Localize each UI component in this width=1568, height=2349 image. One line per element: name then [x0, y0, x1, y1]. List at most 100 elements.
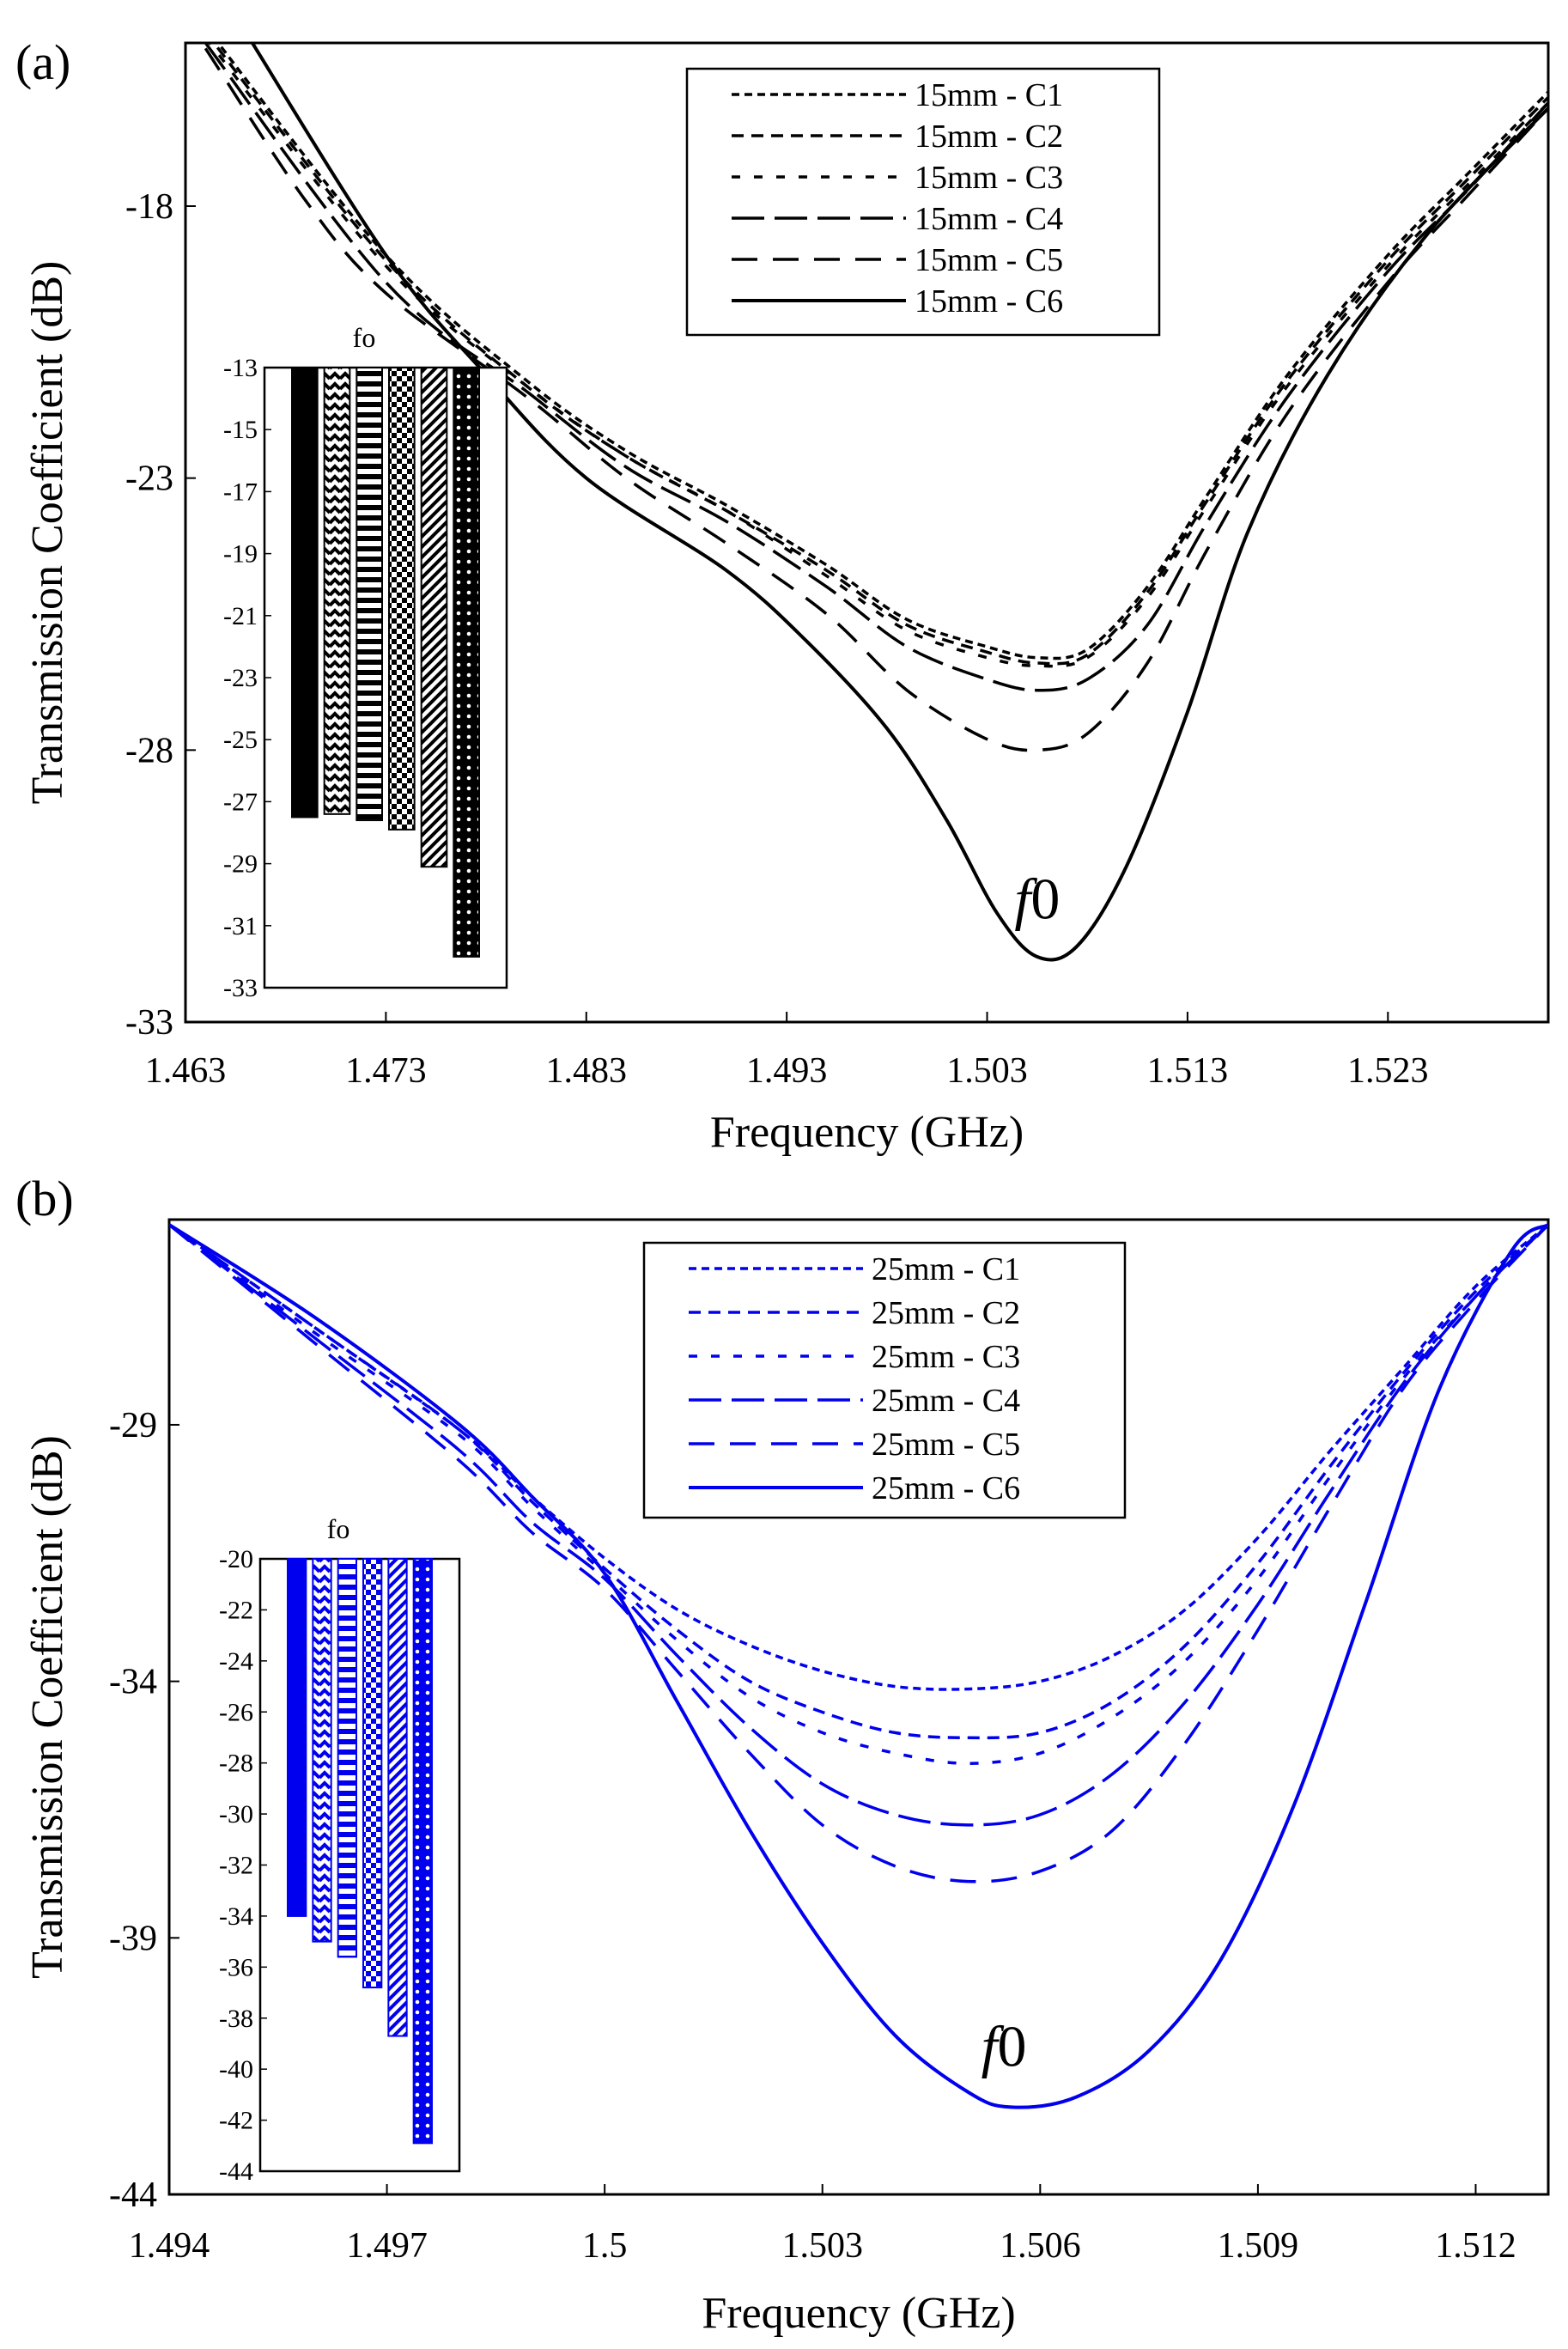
- x-tick-label: 1.512: [1435, 2226, 1516, 2266]
- x-tick-label: 1.523: [1347, 1051, 1429, 1091]
- series-line-5: [169, 1223, 1548, 1883]
- inset-bar-2: [323, 367, 351, 815]
- x-tick-label: 1.463: [145, 1051, 227, 1091]
- inset-title: fo: [327, 1513, 350, 1544]
- inset-tick-label: -27: [223, 788, 258, 816]
- legend-label-5: 25mm - C5: [872, 1427, 1020, 1463]
- y-tick-label: -34: [109, 1663, 157, 1702]
- x-tick-label: 1.494: [129, 2226, 210, 2266]
- inset-bar-4: [362, 1558, 383, 1989]
- inset-bar-1: [287, 1558, 307, 1917]
- x-tick-label: 1.483: [546, 1051, 628, 1091]
- legend-label-1: 25mm - C1: [872, 1251, 1020, 1287]
- inset-bar-5: [420, 367, 448, 868]
- inset-tick-label: -23: [223, 664, 258, 692]
- y-tick-label: -23: [125, 459, 173, 499]
- legend-label-1: 15mm - C1: [915, 77, 1063, 113]
- transmission-chart-25mm: 1.494 1.497 1.5 1.503 1.506 1.509 1.512 -29 -34 -…: [15, 1171, 1550, 2338]
- legend-label-6: 25mm - C6: [872, 1470, 1020, 1506]
- y-tick-label: -39: [109, 1919, 157, 1958]
- x-axis-title: Frequency (GHz): [702, 2289, 1015, 2338]
- x-tick-label: 1.503: [946, 1051, 1028, 1091]
- inset-tick-label: -28: [219, 1750, 253, 1778]
- inset-tick-label: -40: [219, 2055, 253, 2084]
- x-tick-label: 1.509: [1218, 2226, 1299, 2266]
- series-line-6: [169, 1223, 1548, 2109]
- series-line-3: [169, 1223, 1548, 1765]
- inset-tick-label: -24: [219, 1647, 253, 1676]
- inset-tick-label: -44: [219, 2157, 253, 2186]
- inset-tick-label: -21: [223, 602, 258, 630]
- plot-frame: [184, 41, 1550, 1024]
- inset-bar-5: [387, 1558, 408, 2037]
- series-group: [169, 1223, 1548, 2109]
- inset-tick-label: -31: [223, 912, 258, 940]
- inset-bar-2: [312, 1558, 332, 1943]
- inset-title: fo: [353, 322, 376, 353]
- series-line-3: [208, 43, 1548, 668]
- inset-tick-label: -25: [223, 726, 258, 754]
- f0-subscript: 0: [998, 2014, 1027, 2079]
- inset-bar-3: [356, 367, 384, 822]
- series-group: [204, 43, 1548, 962]
- series-line-2: [211, 43, 1548, 666]
- inset-tick-label: -34: [219, 1902, 253, 1931]
- inset-tick-label: -17: [223, 478, 258, 506]
- y-tick-label: -28: [125, 731, 173, 770]
- y-axis-title: Transmission Coefficient (dB): [23, 1435, 72, 1979]
- inset-tick-label: -29: [223, 850, 258, 879]
- legend-label-5: 15mm - C5: [915, 242, 1063, 278]
- x-tick-label: 1.506: [1000, 2226, 1081, 2266]
- series-line-1: [169, 1223, 1548, 1691]
- legend-label-2: 25mm - C2: [872, 1295, 1020, 1331]
- y-axis-title: Transmission Coefficient (dB): [23, 261, 72, 805]
- x-tick-label: 1.5: [582, 2226, 628, 2266]
- f0-subscript: 0: [1030, 867, 1060, 932]
- series-line-6: [250, 43, 1548, 962]
- series-line-2: [169, 1223, 1548, 1740]
- inset-tick-label: -38: [219, 2005, 253, 2033]
- series-line-4: [204, 43, 1548, 692]
- legend-label-6: 15mm - C6: [915, 283, 1063, 319]
- legend-label-4: 25mm - C4: [872, 1383, 1020, 1419]
- f0-annotation: f0: [1014, 867, 1060, 932]
- inset-tick-label: -36: [219, 1953, 253, 1981]
- legend-label-3: 15mm - C3: [915, 160, 1063, 196]
- legend-label-3: 25mm - C3: [872, 1339, 1020, 1375]
- inset-bar-4: [388, 367, 416, 831]
- inset-bar-1: [291, 367, 319, 818]
- inset-tick-label: -42: [219, 2107, 253, 2135]
- y-tick-label: -33: [125, 1003, 173, 1043]
- inset-bar-6: [453, 367, 480, 958]
- plot-frame: [167, 1218, 1550, 2196]
- y-tick-label: -44: [109, 2176, 157, 2215]
- inset-tick-label: -33: [223, 974, 258, 1002]
- y-tick-label: -29: [109, 1406, 157, 1445]
- legend-box: [685, 67, 1161, 337]
- y-tick-label: -18: [125, 187, 173, 227]
- inset-tick-label: -22: [219, 1596, 253, 1624]
- chart-panel-b: 1.494 1.497 1.5 1.503 1.506 1.509 1.512 -29 -34 -…: [0, 1171, 1568, 2345]
- series-line-5: [204, 47, 1548, 752]
- f0-annotation: f0: [982, 2014, 1027, 2079]
- inset-tick-label: -32: [219, 1852, 253, 1880]
- legend-label-4: 15mm - C4: [915, 201, 1063, 237]
- legend-box: [642, 1241, 1127, 1519]
- inset-tick-label: -30: [219, 1800, 253, 1829]
- inset-bar-3: [337, 1558, 357, 1958]
- panel-label: (a): [15, 34, 70, 90]
- inset-tick-label: -13: [223, 354, 258, 382]
- transmission-chart-15mm: 1.463 1.473 1.483 1.493 1.503 1.513 1.523 -18 -2…: [15, 34, 1550, 1157]
- x-tick-label: 1.497: [346, 2226, 428, 2266]
- series-line-4: [169, 1223, 1548, 1827]
- chart-panel-a: 1.463 1.473 1.483 1.493 1.503 1.513 1.523 -18 -2…: [0, 0, 1568, 1172]
- x-tick-label: 1.513: [1147, 1051, 1229, 1091]
- x-axis-title: Frequency (GHz): [710, 1108, 1024, 1157]
- x-tick-label: 1.493: [746, 1051, 828, 1091]
- inset-bar-6: [412, 1558, 433, 2145]
- x-tick-label: 1.473: [345, 1051, 427, 1091]
- x-tick-label: 1.503: [781, 2226, 863, 2266]
- inset-tick-label: -20: [219, 1545, 253, 1573]
- inset-tick-label: -15: [223, 416, 258, 444]
- inset-tick-label: -19: [223, 540, 258, 569]
